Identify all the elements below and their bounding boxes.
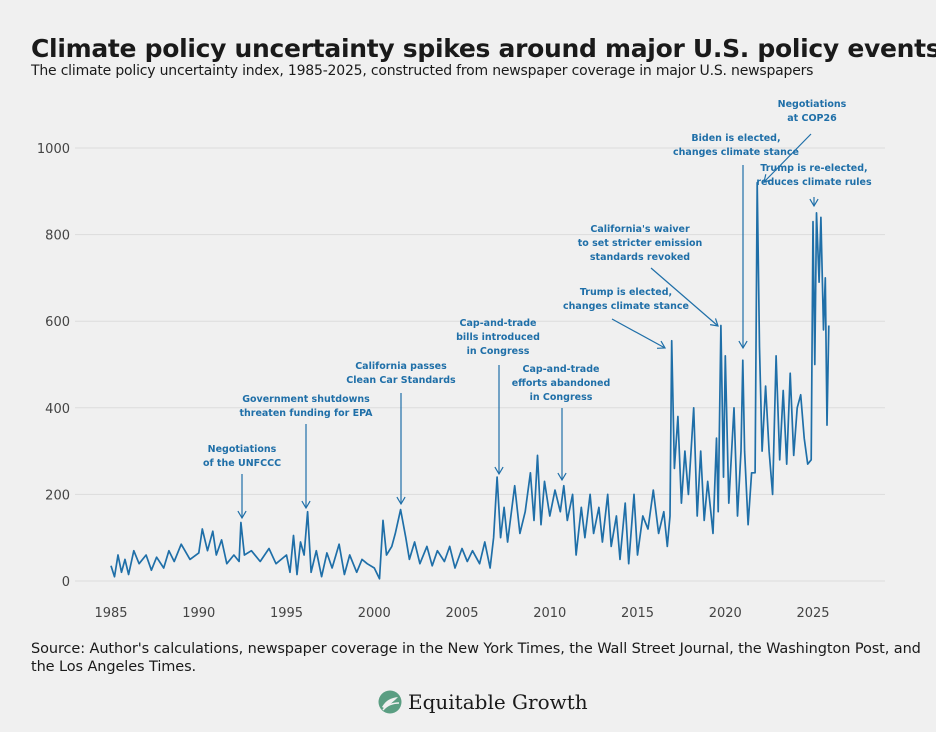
arrowhead-icon <box>738 340 748 350</box>
y-tick-label: 400 <box>45 402 70 417</box>
y-tick-label: 800 <box>45 229 70 244</box>
x-tick-label: 2010 <box>533 606 566 621</box>
annotation-label: Cap-and-trade <box>460 318 537 329</box>
x-tick-label: 2005 <box>445 606 478 621</box>
annotation-label: in Congress <box>530 392 593 403</box>
series-line <box>110 181 830 580</box>
annotation-label: efforts abandoned <box>512 378 611 389</box>
equitable-growth-leaf-icon <box>378 690 402 714</box>
arrowhead-icon <box>809 198 819 208</box>
y-tick-label: 200 <box>45 488 70 503</box>
arrowhead-icon <box>557 472 567 482</box>
logo: Equitable Growth <box>378 690 588 714</box>
arrowhead-icon <box>656 340 667 349</box>
annotation-label: changes climate stance <box>673 147 799 158</box>
x-tick-label: 2025 <box>796 606 829 621</box>
annotation-label: Government shutdowns <box>242 394 370 405</box>
annotation-label: reduces climate rules <box>756 177 872 188</box>
annotation-label: California passes <box>355 361 447 372</box>
x-tick-label: 1985 <box>94 606 127 621</box>
arrowhead-icon <box>709 318 719 327</box>
x-tick-label: 2000 <box>358 606 391 621</box>
annotation-label: Trump is elected, <box>580 287 672 298</box>
annotation-label: at COP26 <box>787 113 837 124</box>
annotation-label: Clean Car Standards <box>346 375 456 386</box>
annotation-label: in Congress <box>467 346 530 357</box>
arrowhead-icon <box>494 466 504 476</box>
arrowhead-icon <box>763 174 772 183</box>
x-tick-label: 1990 <box>182 606 215 621</box>
arrowhead-icon <box>301 500 311 510</box>
y-tick-label: 1000 <box>37 142 70 157</box>
annotation-label: threaten funding for EPA <box>239 408 373 419</box>
annotation-arrow <box>650 267 719 327</box>
annotation-label: to set stricter emission <box>578 238 703 249</box>
annotation-label: Negotiations <box>208 444 277 455</box>
annotation-label: Cap-and-trade <box>523 364 600 375</box>
annotation-label: Biden is elected, <box>691 133 780 144</box>
annotation-label: bills introduced <box>456 332 540 343</box>
logo-text: Equitable Growth <box>408 690 588 714</box>
x-tick-label: 2015 <box>621 606 654 621</box>
annotation-label: changes climate stance <box>563 301 689 312</box>
x-tick-label: 1995 <box>270 606 303 621</box>
arrowhead-icon <box>396 496 406 506</box>
annotation-label: Trump is re-elected, <box>760 163 867 174</box>
annotation-label: California's waiver <box>590 224 690 235</box>
annotation-label: Negotiations <box>778 99 847 110</box>
annotation-arrow <box>763 133 812 183</box>
source-note: Source: Author's calculations, newspaper… <box>31 641 921 675</box>
arrowhead-icon <box>237 510 247 520</box>
annotation-arrow <box>611 318 666 349</box>
annotation-label: standards revoked <box>590 252 690 263</box>
line-chart: 0 200 400 600 800 1000 1985 1990 1995 2000 2005 201… <box>37 99 885 621</box>
chart-title: Climate policy uncertainty spikes around… <box>31 34 936 63</box>
y-tick-label: 600 <box>45 315 70 330</box>
annotation-label: of the UNFCCC <box>203 458 281 469</box>
chart-subtitle: The climate policy uncertainty index, 19… <box>31 63 814 79</box>
y-tick-label: 0 <box>62 575 70 590</box>
x-tick-label: 2020 <box>709 606 742 621</box>
